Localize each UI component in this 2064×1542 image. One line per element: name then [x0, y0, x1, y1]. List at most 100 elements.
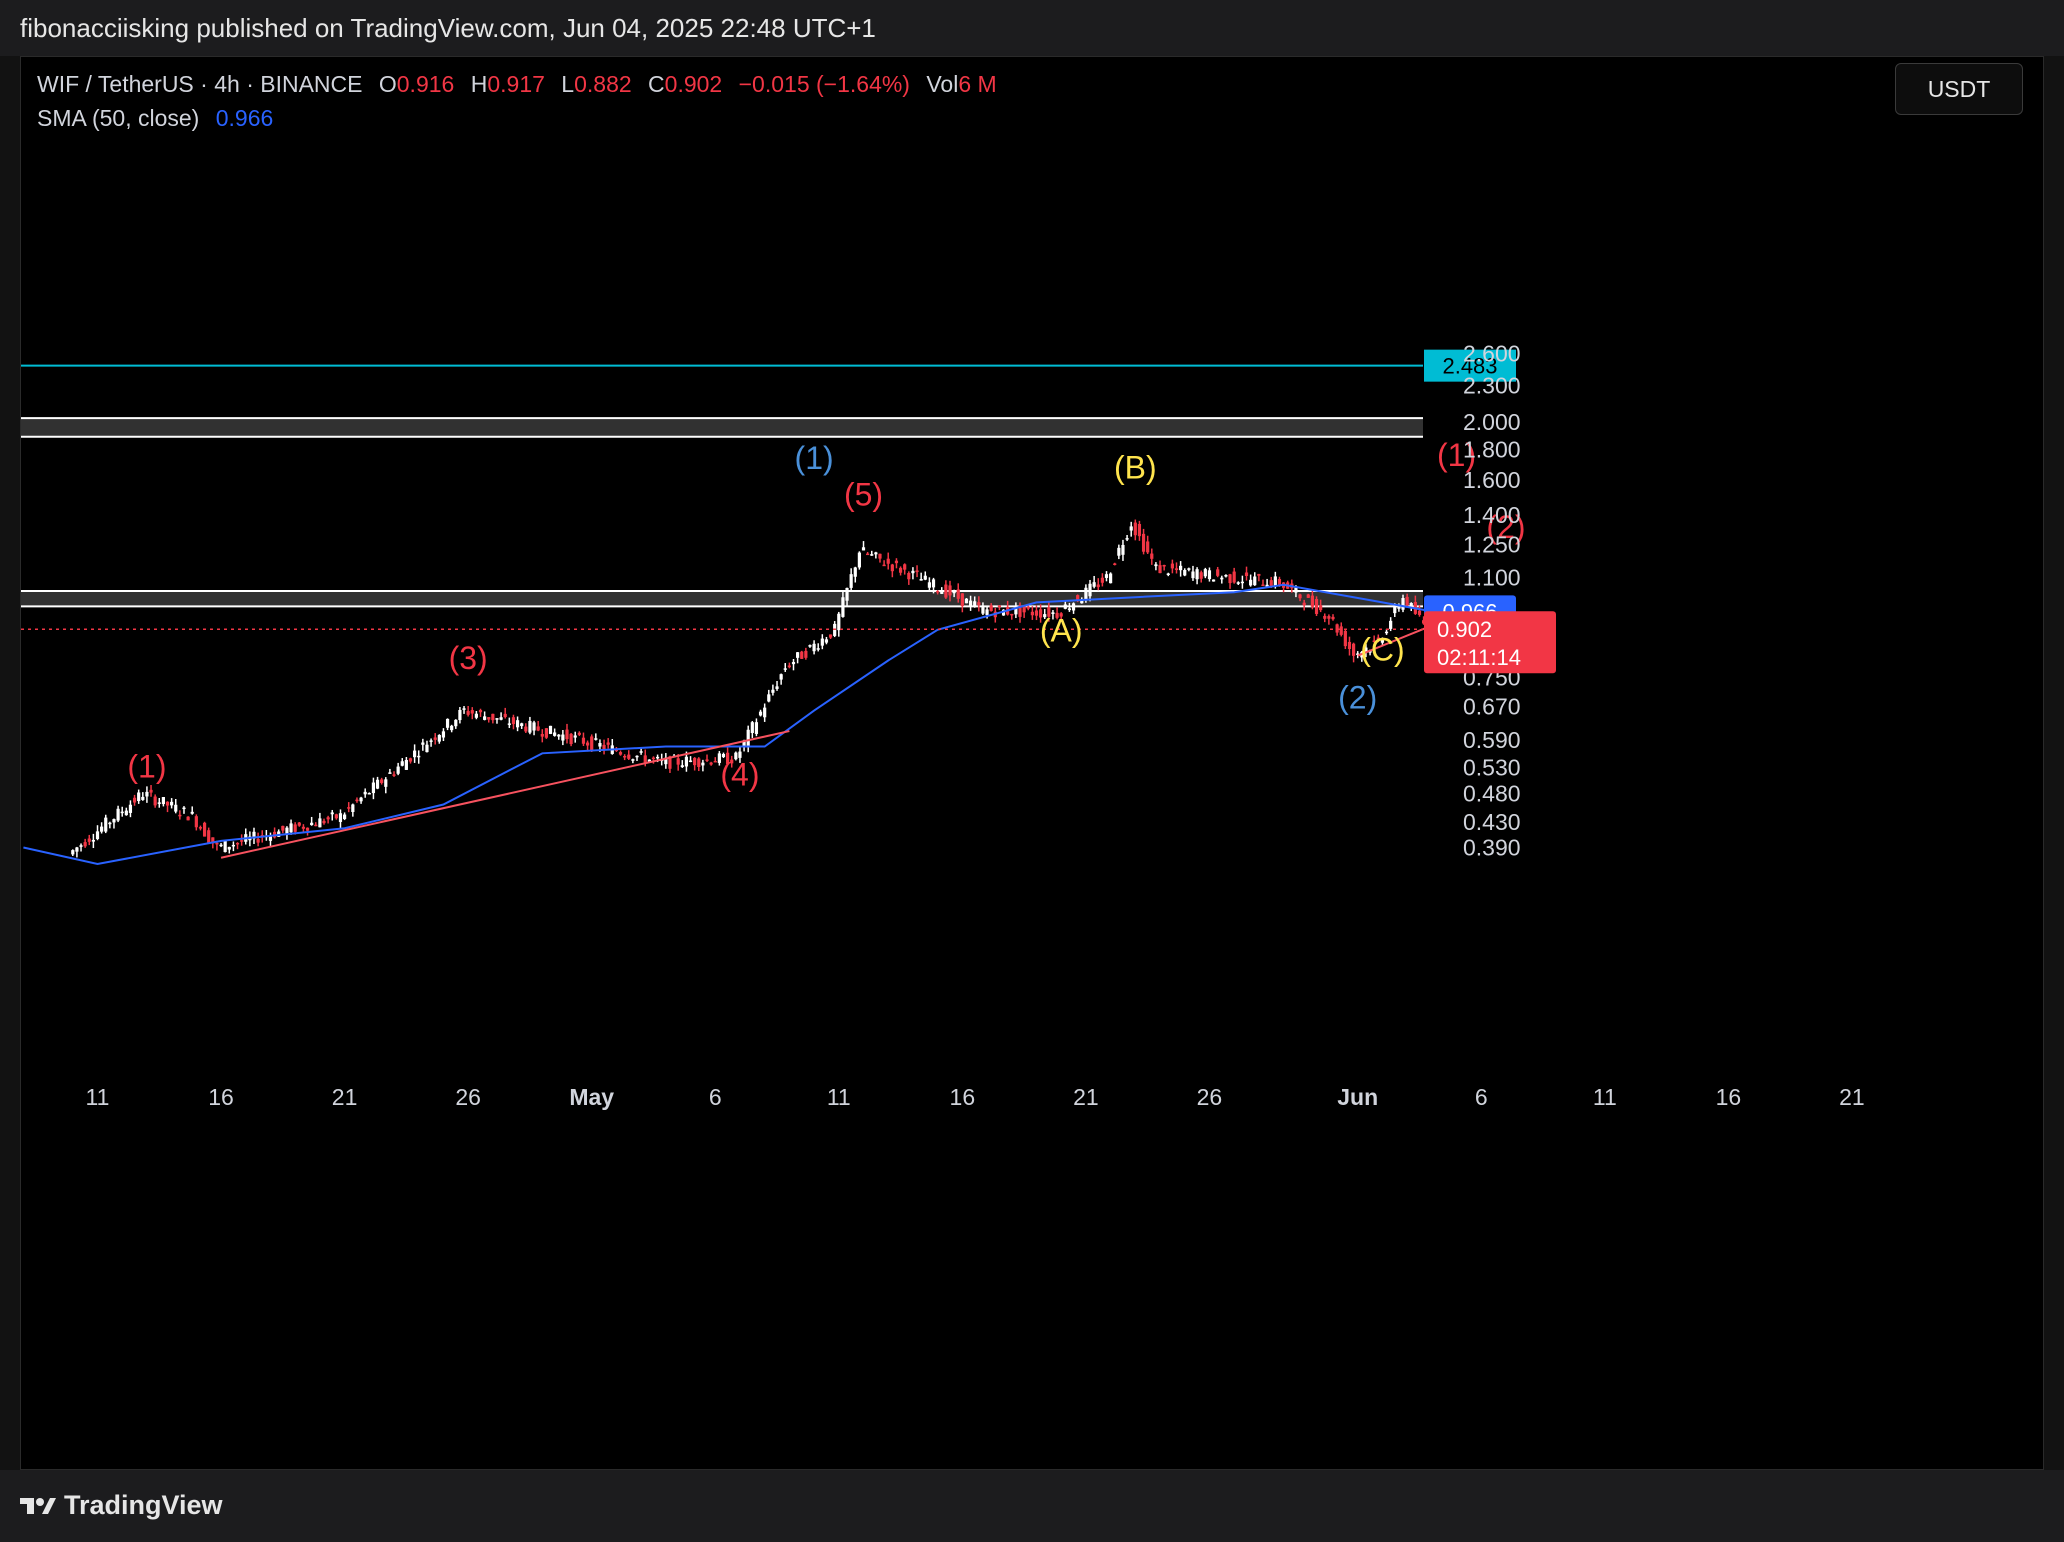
candle-body — [458, 709, 462, 721]
candle-body — [981, 607, 985, 614]
wave-label-10: (2) — [1486, 509, 1525, 545]
candle-body — [1376, 637, 1380, 640]
currency-button[interactable]: USDT — [1895, 63, 2023, 115]
candle-body — [384, 779, 388, 787]
candle-body — [1022, 605, 1026, 613]
candle-body — [347, 807, 351, 809]
candle-body — [157, 802, 161, 804]
candle-body — [1335, 624, 1339, 633]
candle-body — [540, 733, 544, 737]
level-price-label-0: 2.483 — [1442, 354, 1497, 379]
candle-body — [483, 716, 487, 720]
candle-body — [310, 822, 314, 826]
candle-body — [594, 738, 598, 740]
candle-body — [618, 752, 623, 755]
candle-body — [408, 758, 413, 762]
y-tick-label: 2.000 — [1463, 409, 1521, 435]
candle-body — [911, 570, 915, 574]
candle-body — [771, 689, 775, 693]
wave-label-6: (A) — [1040, 613, 1083, 649]
candle-body — [1405, 596, 1409, 606]
y-tick-label: 1.400 — [1463, 502, 1521, 528]
candle-body — [268, 835, 273, 841]
candle-body — [787, 665, 791, 668]
candle-body — [713, 760, 717, 763]
candles-group — [71, 519, 1430, 858]
sr-zone-0 — [21, 418, 1423, 437]
candle-body — [445, 718, 450, 728]
symbol-legend[interactable]: WIF / TetherUS · 4h · BINANCE O0.916 H0.… — [37, 71, 997, 98]
candle-body — [779, 674, 783, 680]
candle-body — [116, 808, 120, 821]
x-tick-label: 16 — [950, 1084, 976, 1110]
candle-body — [145, 791, 149, 797]
x-tick-label: 6 — [709, 1084, 722, 1110]
candle-body — [1150, 553, 1154, 559]
candle-body — [931, 579, 936, 588]
y-tick-label: 0.430 — [1463, 809, 1521, 835]
candle-body — [927, 582, 932, 588]
candle-body — [1228, 574, 1232, 584]
candle-body — [985, 609, 989, 615]
candle-body — [956, 589, 960, 599]
header-bar: fibonacciisking published on TradingView… — [0, 0, 2064, 56]
candle-body — [396, 766, 400, 774]
chart-panel[interactable]: 2.483 (1) (3) (4) (5) (1) (B) (A) (C) (2) (1) (2) 2.… — [20, 56, 2044, 1470]
symbol-name[interactable]: WIF / TetherUS · 4h · BINANCE — [37, 71, 363, 97]
candle-body — [211, 837, 215, 844]
candle-body — [808, 645, 812, 647]
close-label: C — [648, 71, 665, 97]
candle-body — [824, 639, 829, 643]
wave-label-3: (5) — [844, 477, 883, 513]
vol-value: 6 M — [958, 71, 997, 97]
candle-body — [1384, 631, 1389, 634]
candle-body — [1327, 616, 1331, 619]
candle-body — [433, 737, 437, 740]
candle-body — [1351, 643, 1356, 656]
candle-body — [1397, 607, 1401, 609]
price-chart[interactable]: 2.483 (1) (3) (4) (5) (1) (B) (A) (C) (2) (1) (2) 2.… — [21, 57, 2044, 1470]
candle-body — [1323, 615, 1327, 619]
y-tick-label: 0.480 — [1463, 780, 1521, 806]
candle-body — [487, 717, 491, 720]
x-tick-label: 11 — [827, 1084, 851, 1110]
tradingview-logo[interactable]: TradingView — [20, 1490, 223, 1521]
sma-label[interactable]: SMA (50, close) — [37, 105, 200, 131]
candle-body — [132, 797, 137, 803]
candle-body — [528, 720, 532, 733]
candle-body — [1314, 599, 1319, 614]
sma-legend[interactable]: SMA (50, close) 0.966 — [37, 105, 273, 132]
candle-body — [1339, 626, 1343, 635]
candle-body — [857, 552, 861, 568]
tradingview-logo-icon — [20, 1494, 56, 1518]
candle-body — [1372, 640, 1376, 643]
candle-body — [215, 842, 219, 845]
candle-body — [1026, 606, 1030, 609]
candle-body — [664, 757, 668, 765]
candle-body — [1236, 582, 1240, 584]
level-price-tag-0 — [1424, 349, 1516, 382]
candle-body — [240, 840, 244, 842]
candle-body — [1269, 580, 1273, 587]
candle-body — [1224, 574, 1228, 577]
candle-body — [861, 547, 866, 551]
candle-body — [1071, 603, 1076, 611]
candle-body — [532, 722, 536, 731]
candle-body — [450, 725, 454, 731]
candle-body — [627, 754, 631, 759]
candle-body — [1158, 565, 1162, 574]
candle-body — [524, 726, 528, 732]
candle-body — [796, 652, 800, 658]
candle-body — [841, 597, 845, 617]
candle-body — [1364, 647, 1368, 652]
candle-body — [573, 735, 577, 738]
candle-body — [165, 801, 170, 806]
candle-body — [392, 774, 396, 776]
candle-body — [363, 791, 367, 795]
candle-body — [429, 740, 433, 742]
candle-body — [1179, 565, 1183, 571]
candle-body — [515, 720, 520, 728]
candle-body — [1047, 607, 1051, 617]
candle-body — [1249, 579, 1253, 586]
candle-body — [1298, 594, 1302, 599]
